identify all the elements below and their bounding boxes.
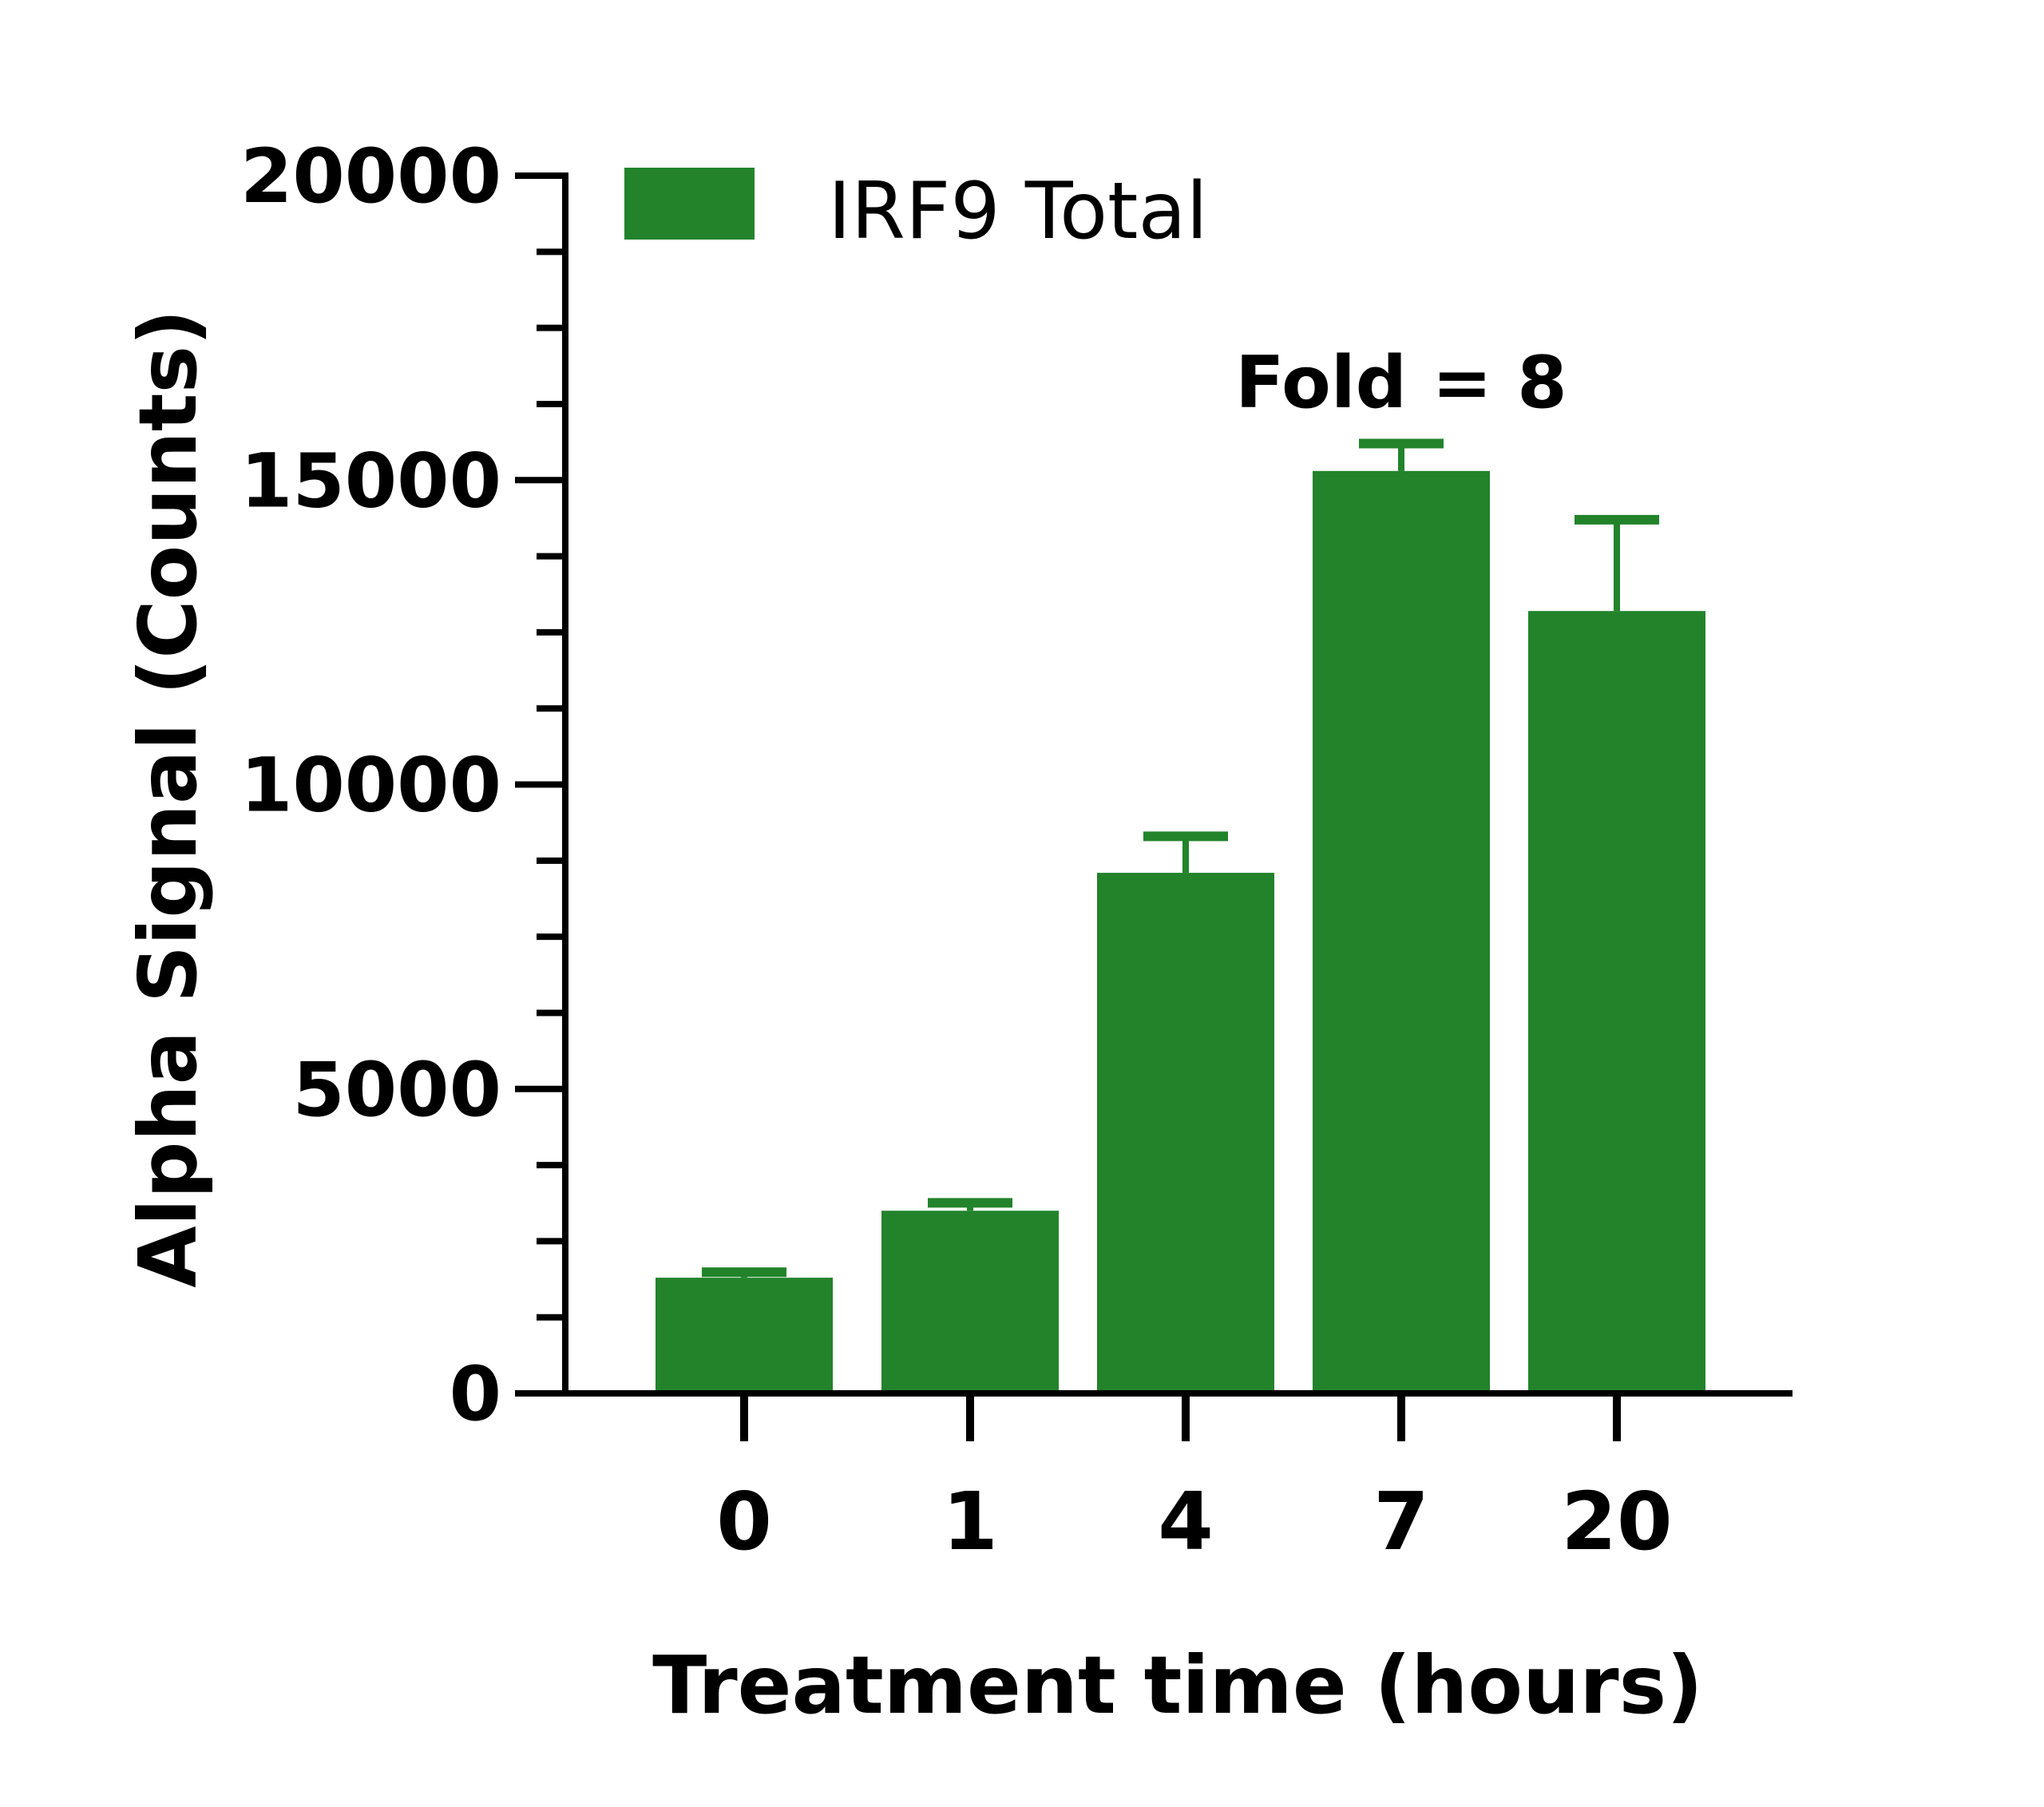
y-tick-label: 0 xyxy=(450,1351,501,1438)
x-axis-ticks: 0 1 4 7 20 xyxy=(716,1393,1673,1568)
legend-swatch xyxy=(624,168,755,240)
y-axis-ticks: 0 5000 10000 15000 20000 xyxy=(240,133,565,1438)
bar xyxy=(656,1278,833,1393)
legend-label: IRF9 Total xyxy=(828,166,1208,257)
bar xyxy=(881,1211,1059,1393)
y-tick-label: 15000 xyxy=(240,438,501,525)
y-tick-label: 20000 xyxy=(240,133,501,220)
bars xyxy=(656,470,1705,1393)
legend: IRF9 Total xyxy=(624,166,1208,257)
x-tick-label: 7 xyxy=(1373,1475,1429,1568)
bar xyxy=(1097,873,1274,1393)
y-tick-label: 10000 xyxy=(240,743,501,830)
x-axis-title: Treatment time (hours) xyxy=(652,1639,1703,1732)
x-tick-label: 1 xyxy=(942,1475,998,1568)
error-bars xyxy=(702,438,1659,1278)
fold-annotation: Fold = 8 xyxy=(1235,341,1567,425)
y-tick-label: 5000 xyxy=(292,1047,501,1134)
x-tick-label: 0 xyxy=(716,1475,772,1568)
bar xyxy=(1528,611,1705,1393)
y-axis-title: Alpha Signal (Counts) xyxy=(121,309,215,1288)
bar xyxy=(1313,470,1490,1393)
x-tick-label: 4 xyxy=(1158,1475,1214,1568)
x-tick-label: 20 xyxy=(1561,1475,1672,1568)
